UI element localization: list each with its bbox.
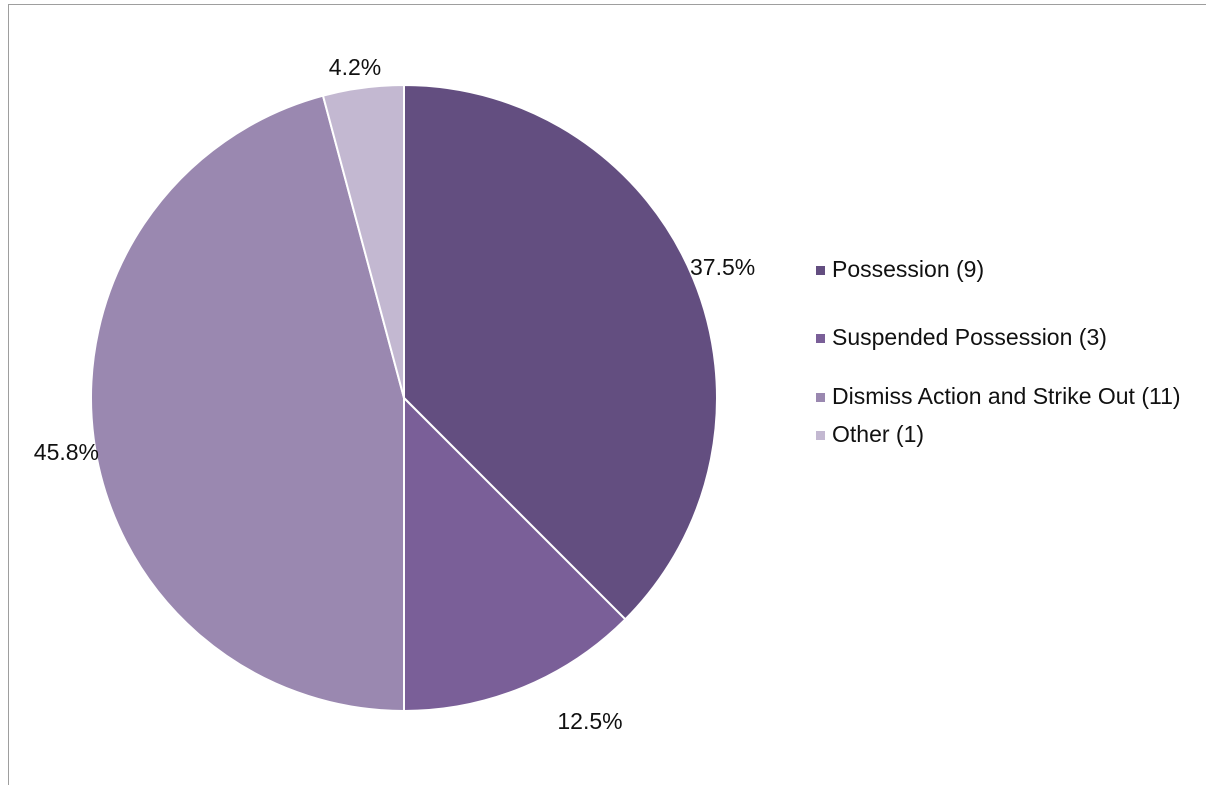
legend-item-dismiss-action: Dismiss Action and Strike Out (11) — [816, 382, 1206, 411]
legend-label-other: Other (1) — [832, 421, 925, 447]
data-label-dismiss-action: 45.8% — [34, 439, 99, 465]
chart-frame — [8, 4, 1206, 785]
legend-item-other: Other (1) — [816, 420, 1206, 449]
legend-label-dismiss-action: Dismiss Action and Strike Out (11) — [832, 383, 1181, 409]
legend-swatch-possession — [816, 266, 825, 275]
pie-slice-possession — [403, 83, 718, 621]
legend-label-possession: Possession (9) — [832, 256, 985, 282]
legend-item-suspended-possession: Suspended Possession (3) — [816, 323, 1206, 352]
legend-swatch-suspended-possession — [816, 334, 825, 343]
legend-item-possession: Possession (9) — [816, 255, 1206, 284]
data-label-suspended-possession: 12.5% — [557, 708, 622, 734]
legend: Possession (9) Suspended Possession (3) … — [816, 255, 1206, 449]
legend-swatch-other — [816, 431, 825, 440]
legend-label-suspended-possession: Suspended Possession (3) — [832, 324, 1107, 350]
legend-swatch-dismiss-action — [816, 393, 825, 402]
data-label-possession: 37.5% — [690, 254, 755, 280]
pie-slice-other — [321, 83, 405, 399]
pie-slice-dismiss-action — [90, 94, 405, 713]
pie-slice-suspended-possession — [403, 395, 627, 713]
data-label-other: 4.2% — [329, 54, 381, 80]
